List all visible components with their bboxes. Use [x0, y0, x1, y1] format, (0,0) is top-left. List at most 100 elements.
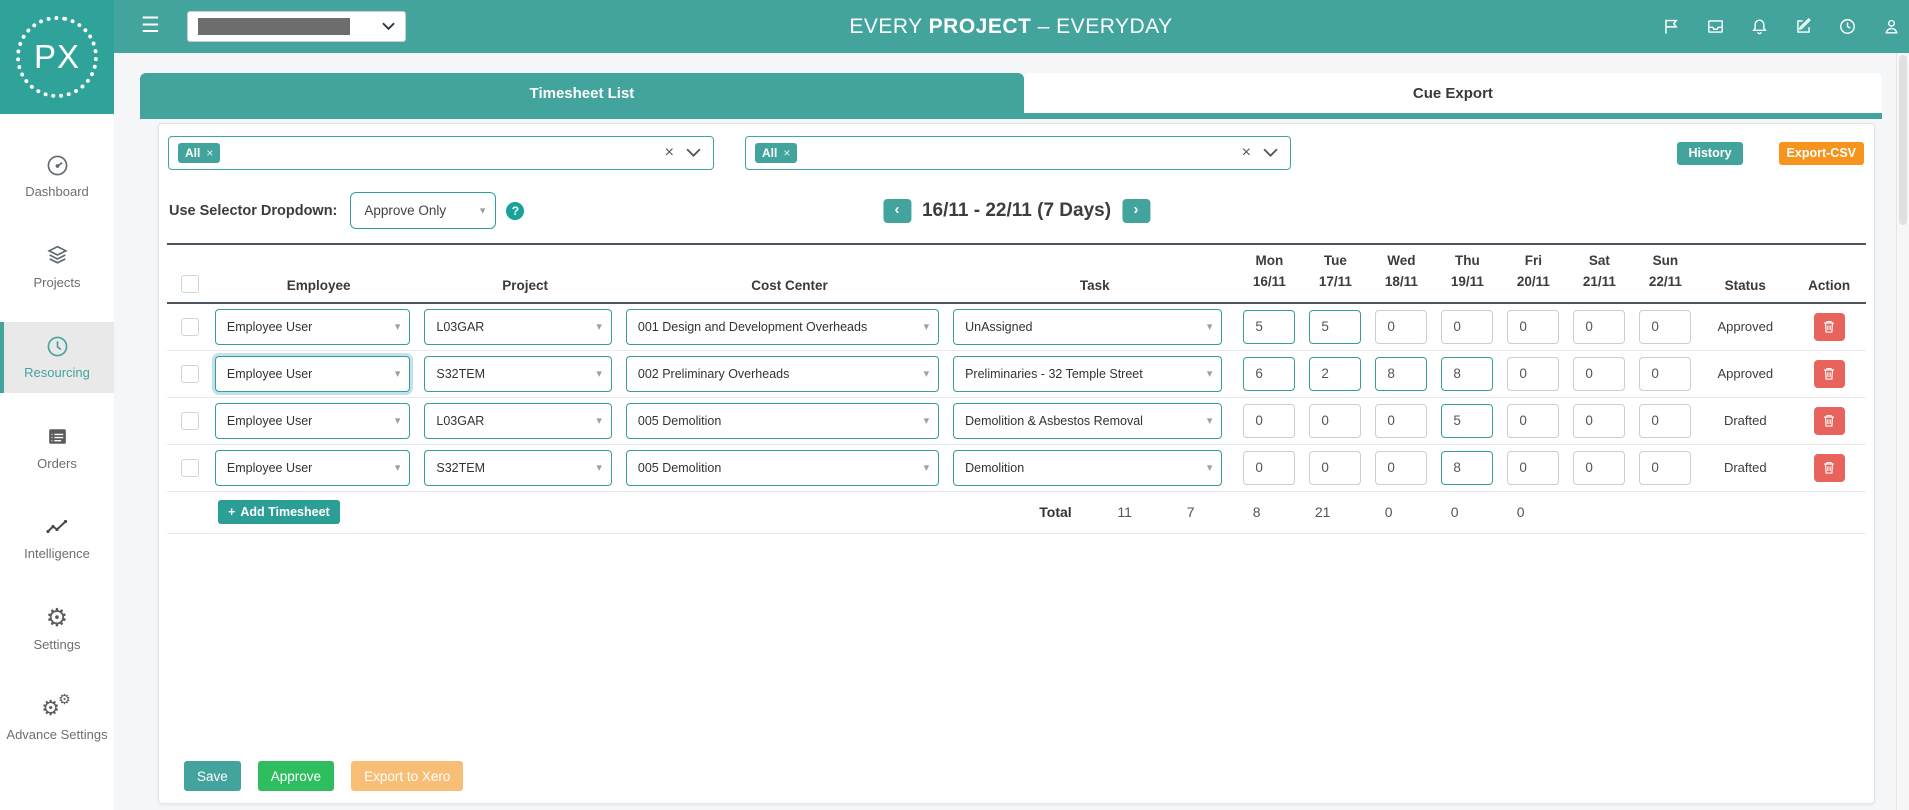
- hours-input[interactable]: [1441, 450, 1494, 485]
- delete-button[interactable]: [1813, 312, 1845, 341]
- hours-input[interactable]: [1309, 309, 1362, 344]
- tab-timesheet-list[interactable]: Timesheet List: [140, 73, 1024, 113]
- prev-week-button[interactable]: ‹: [882, 198, 911, 223]
- bell-icon[interactable]: [1749, 17, 1769, 37]
- task-select[interactable]: Demolition ▾: [953, 449, 1223, 486]
- cost-center-select[interactable]: 001 Design and Development Overheads ▾: [625, 308, 940, 345]
- project-filter-multiselect[interactable]: All × ×: [745, 136, 1291, 170]
- day-headers-group: Mon 16/11 Tue 17/11 Wed 18/11 Thu 19/11 Fri 20/11…: [1236, 251, 1698, 293]
- app-logo[interactable]: PX: [0, 0, 114, 114]
- flag-icon[interactable]: [1661, 17, 1681, 37]
- hours-input[interactable]: [1639, 403, 1692, 438]
- row-checkbox[interactable]: [180, 317, 199, 336]
- employee-select[interactable]: Employee User ▾: [214, 355, 411, 392]
- timesheet-rows: Employee User ▾ L03GAR ▾ 001 Design and De…: [167, 304, 1866, 492]
- select-all-checkbox[interactable]: [180, 274, 199, 293]
- hours-input[interactable]: [1507, 403, 1560, 438]
- hours-input[interactable]: [1441, 403, 1494, 438]
- header-day: Mon 16/11: [1236, 251, 1302, 293]
- sidebar-item-orders[interactable]: Orders: [0, 413, 114, 484]
- chevron-down-icon[interactable]: [1263, 148, 1278, 158]
- task-select[interactable]: UnAssigned ▾: [953, 308, 1223, 345]
- hours-input[interactable]: [1639, 450, 1692, 485]
- hamburger-menu-icon[interactable]: ☰: [141, 14, 160, 37]
- hours-input[interactable]: [1573, 403, 1626, 438]
- cost-center-select[interactable]: 002 Preliminary Overheads ▾: [625, 355, 940, 392]
- hours-input[interactable]: [1243, 356, 1296, 391]
- hours-input[interactable]: [1441, 309, 1494, 344]
- history-button[interactable]: History: [1677, 141, 1743, 165]
- hours-input[interactable]: [1507, 309, 1560, 344]
- sidebar-item-projects[interactable]: Projects: [0, 232, 114, 303]
- clock-icon[interactable]: [1837, 17, 1857, 37]
- delete-button[interactable]: [1813, 406, 1845, 435]
- organisation-select[interactable]: [187, 11, 406, 42]
- selected-cost-center: 005 Demolition: [637, 413, 722, 428]
- scrollbar-thumb[interactable]: [1899, 55, 1907, 225]
- inbox-icon[interactable]: [1705, 17, 1725, 37]
- export-csv-button[interactable]: Export-CSV: [1778, 141, 1864, 165]
- orders-icon: [45, 424, 70, 450]
- total-value: 11: [1117, 504, 1132, 521]
- filter-chip: All ×: [178, 143, 221, 163]
- hours-input[interactable]: [1309, 403, 1362, 438]
- hours-input[interactable]: [1375, 450, 1428, 485]
- employee-filter-multiselect[interactable]: All × ×: [168, 136, 714, 170]
- hours-input[interactable]: [1243, 403, 1296, 438]
- compose-icon[interactable]: [1793, 17, 1813, 37]
- header-action: Action: [1808, 277, 1851, 293]
- hours-input[interactable]: [1573, 450, 1626, 485]
- hours-input[interactable]: [1375, 403, 1428, 438]
- add-timesheet-button[interactable]: + Add Timesheet: [218, 500, 340, 525]
- task-select[interactable]: Demolition & Asbestos Removal ▾: [953, 402, 1223, 439]
- row-checkbox[interactable]: [180, 411, 199, 430]
- sidebar-item-advance-settings[interactable]: ⚙ ⚙ Advance Settings: [0, 684, 114, 755]
- hours-input[interactable]: [1375, 356, 1428, 391]
- hours-input[interactable]: [1639, 356, 1692, 391]
- approve-button[interactable]: Approve: [257, 761, 335, 791]
- project-select[interactable]: S32TEM ▾: [424, 355, 612, 392]
- help-icon[interactable]: ?: [506, 201, 525, 220]
- cost-center-select[interactable]: 005 Demolition ▾: [625, 449, 940, 486]
- row-checkbox[interactable]: [180, 458, 199, 477]
- delete-button[interactable]: [1813, 453, 1845, 482]
- hours-input[interactable]: [1309, 356, 1362, 391]
- hours-input[interactable]: [1441, 356, 1494, 391]
- row-checkbox[interactable]: [180, 364, 199, 383]
- project-select[interactable]: L03GAR ▾: [424, 402, 612, 439]
- cost-center-select[interactable]: 005 Demolition ▾: [625, 402, 940, 439]
- hours-input[interactable]: [1243, 450, 1296, 485]
- chip-remove-icon[interactable]: ×: [206, 146, 214, 160]
- sidebar-item-settings[interactable]: ⚙ Settings: [0, 594, 114, 665]
- selected-cost-center: 001 Design and Development Overheads: [637, 319, 868, 334]
- project-select[interactable]: L03GAR ▾: [424, 308, 612, 345]
- tab-cue-export[interactable]: Cue Export: [1023, 73, 1882, 113]
- hours-input[interactable]: [1309, 450, 1362, 485]
- hours-input[interactable]: [1573, 356, 1626, 391]
- hours-input[interactable]: [1243, 309, 1296, 344]
- user-icon[interactable]: [1881, 17, 1901, 37]
- selector-dropdown[interactable]: Approve Only ▾: [350, 192, 497, 229]
- employee-select[interactable]: Employee User ▾: [214, 402, 411, 439]
- clear-icon[interactable]: ×: [1241, 144, 1251, 161]
- delete-button[interactable]: [1813, 359, 1845, 388]
- clear-icon[interactable]: ×: [664, 144, 674, 161]
- chip-remove-icon[interactable]: ×: [783, 146, 791, 160]
- scrollbar[interactable]: [1896, 53, 1909, 810]
- hours-input[interactable]: [1639, 309, 1692, 344]
- sidebar-item-intelligence[interactable]: Intelligence: [0, 503, 114, 574]
- employee-select[interactable]: Employee User ▾: [214, 449, 411, 486]
- sidebar-item-resourcing[interactable]: Resourcing: [0, 322, 114, 393]
- employee-select[interactable]: Employee User ▾: [214, 308, 411, 345]
- hours-input[interactable]: [1507, 450, 1560, 485]
- export-to-xero-button[interactable]: Export to Xero: [351, 761, 464, 791]
- save-button[interactable]: Save: [184, 761, 241, 791]
- task-select[interactable]: Preliminaries - 32 Temple Street ▾: [953, 355, 1223, 392]
- next-week-button[interactable]: ›: [1122, 198, 1151, 223]
- chevron-down-icon[interactable]: [686, 148, 701, 158]
- hours-input[interactable]: [1507, 356, 1560, 391]
- sidebar-item-dashboard[interactable]: Dashboard: [0, 141, 114, 212]
- hours-input[interactable]: [1375, 309, 1428, 344]
- project-select[interactable]: S32TEM ▾: [424, 449, 612, 486]
- hours-input[interactable]: [1573, 309, 1626, 344]
